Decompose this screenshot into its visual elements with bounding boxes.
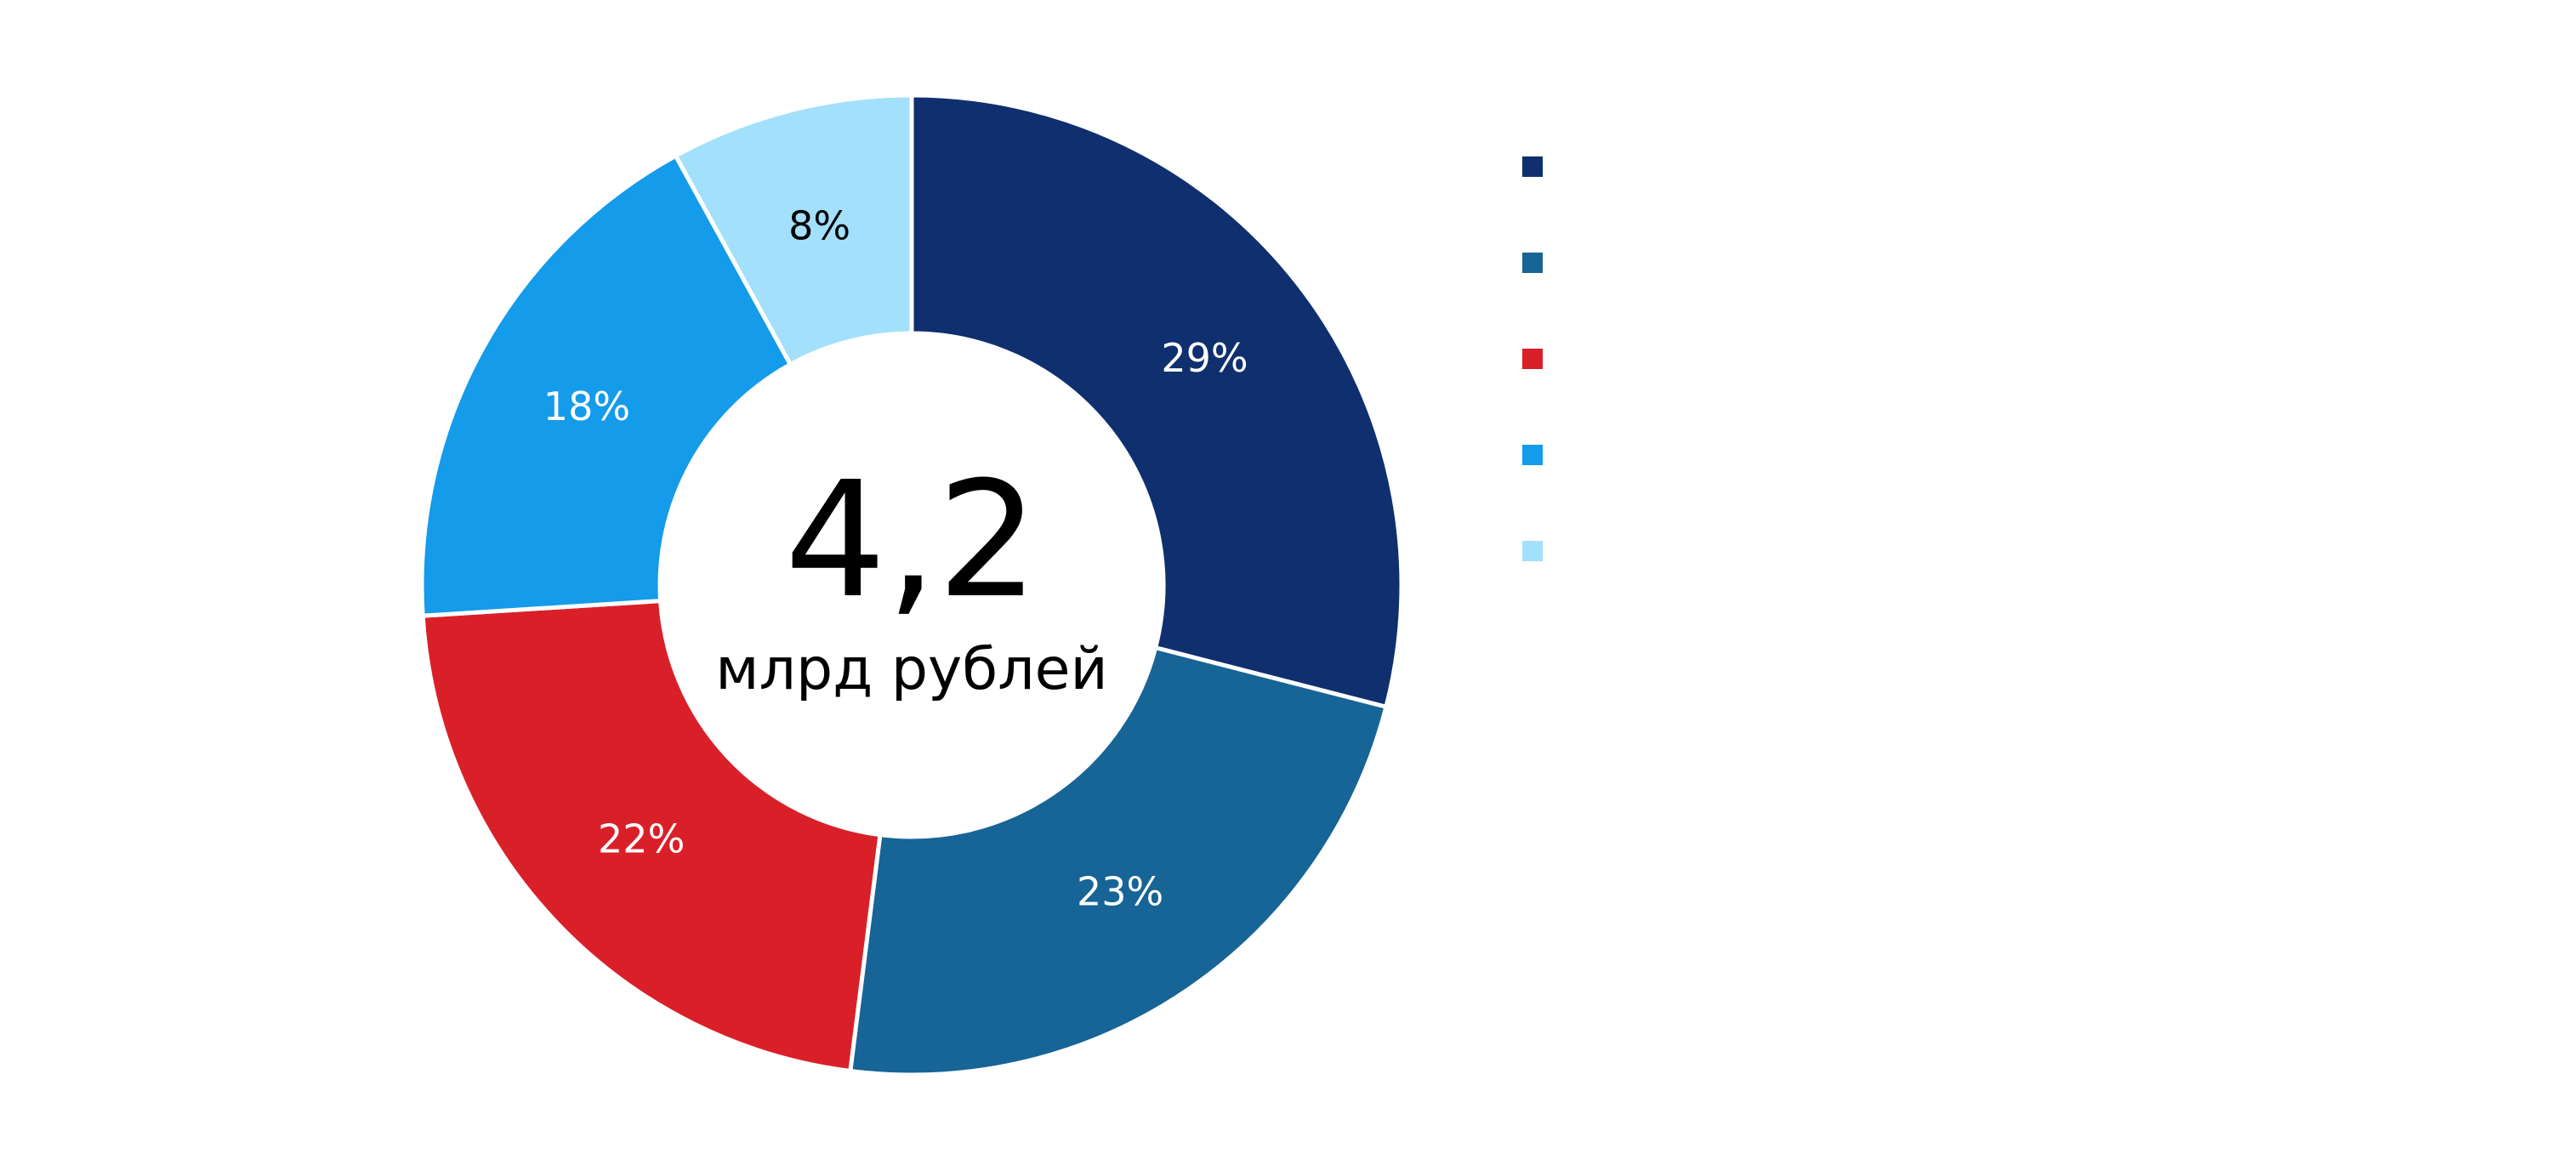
legend-swatch-3 bbox=[1522, 349, 1543, 369]
slice-label-1: 29% bbox=[1161, 335, 1248, 381]
center-total-unit: млрд рублей bbox=[715, 636, 1107, 703]
slice-5 bbox=[673, 93, 914, 368]
slice-1 bbox=[909, 93, 1404, 710]
slice-3 bbox=[420, 598, 883, 1074]
legend-swatch-1 bbox=[1522, 156, 1543, 177]
slice-label-2: 23% bbox=[1077, 869, 1163, 915]
legend-swatch-2 bbox=[1522, 253, 1543, 273]
center-total-value: 4,2 bbox=[785, 447, 1039, 634]
slice-label-5: 8% bbox=[788, 203, 850, 249]
slice-label-3: 22% bbox=[598, 816, 685, 861]
legend-swatch-5 bbox=[1522, 541, 1543, 561]
slice-2 bbox=[848, 645, 1389, 1077]
slice-label-4: 18% bbox=[543, 384, 630, 429]
legend-swatch-4 bbox=[1522, 445, 1543, 465]
slice-labels: 29% 23% 22% 18% 8% bbox=[543, 203, 1248, 915]
legend bbox=[1522, 156, 1543, 561]
donut-slices bbox=[419, 93, 1404, 1077]
slice-4 bbox=[419, 152, 793, 618]
